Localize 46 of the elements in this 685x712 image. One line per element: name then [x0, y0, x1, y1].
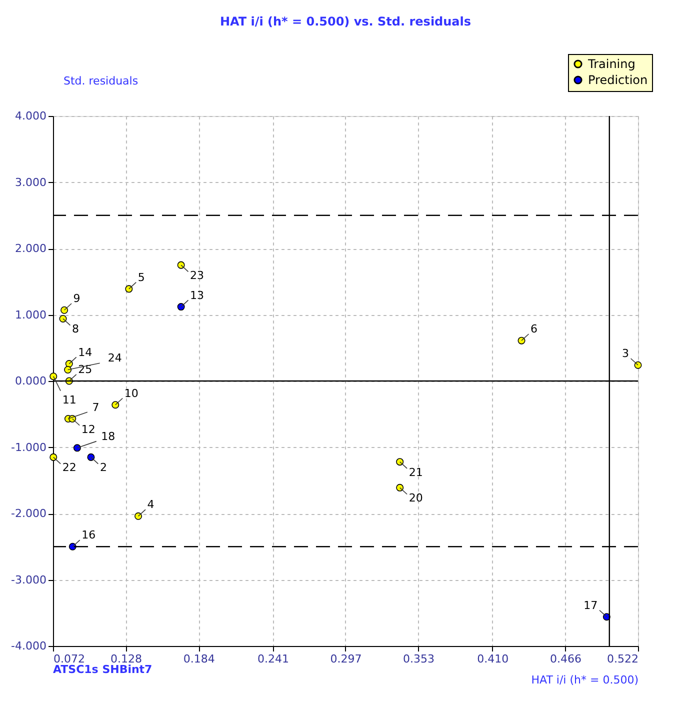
annotation: 18 [101, 430, 116, 443]
x-tick-label: 0.353 [403, 652, 435, 666]
legend-label: Training [587, 57, 636, 71]
legend-label: Prediction [588, 73, 648, 87]
x-tick-label: 0.072 [54, 652, 85, 666]
annotation: 8 [72, 322, 80, 336]
annotation: 20 [408, 492, 423, 505]
annotation: 14 [78, 346, 92, 359]
annotation: 10 [124, 386, 138, 400]
annotation: 25 [78, 363, 92, 376]
y-axis-title: Std. residuals [64, 74, 138, 88]
x-tick-label: 0.522 [607, 652, 638, 666]
annotation: 11 [62, 393, 76, 406]
annotation: 16 [82, 528, 96, 542]
annotation: 4 [147, 498, 154, 512]
x-axis-title: HAT i/i (h* = 0.500) [531, 674, 638, 686]
annotation: 21 [408, 466, 423, 479]
annotation: 23 [190, 269, 204, 282]
annotation: 13 [190, 288, 204, 302]
annotation: 22 [62, 461, 76, 474]
y-tick-label: -1.000 [11, 440, 46, 454]
x-tick-label: 0.128 [110, 652, 142, 666]
y-tick-label: 3.000 [15, 176, 46, 189]
y-tick-label: 0.000 [15, 374, 46, 388]
annotation: 17 [584, 598, 598, 612]
annotation: 3 [622, 347, 629, 360]
y-tick-label: -4.000 [11, 640, 46, 652]
y-tick-label: 1.000 [15, 308, 46, 322]
x-tick-label: 0.184 [183, 652, 215, 666]
y-tick-label: 2.000 [15, 242, 46, 255]
annotation: 2 [100, 461, 107, 474]
annotation: 9 [73, 292, 80, 306]
text: ATSC1s SHBint7 [53, 663, 152, 676]
annotation: 24 [108, 352, 122, 365]
annotation: 6 [530, 322, 538, 336]
x-tick-label: 0.297 [330, 652, 362, 666]
chart-title: HAT i/i (h* = 0.500) vs. Std. residuals [220, 14, 472, 28]
x-tick-label: 0.410 [477, 652, 509, 666]
annotation: 5 [138, 270, 145, 284]
annotation: 7 [92, 400, 100, 414]
x-tick-label: 0.466 [550, 652, 582, 666]
y-tick-label: -2.000 [11, 507, 46, 520]
annotation: 12 [81, 422, 96, 436]
y-tick-label: -3.000 [11, 573, 46, 586]
x-tick-label: 0.241 [257, 652, 289, 666]
y-tick-label: 4.000 [15, 110, 46, 122]
